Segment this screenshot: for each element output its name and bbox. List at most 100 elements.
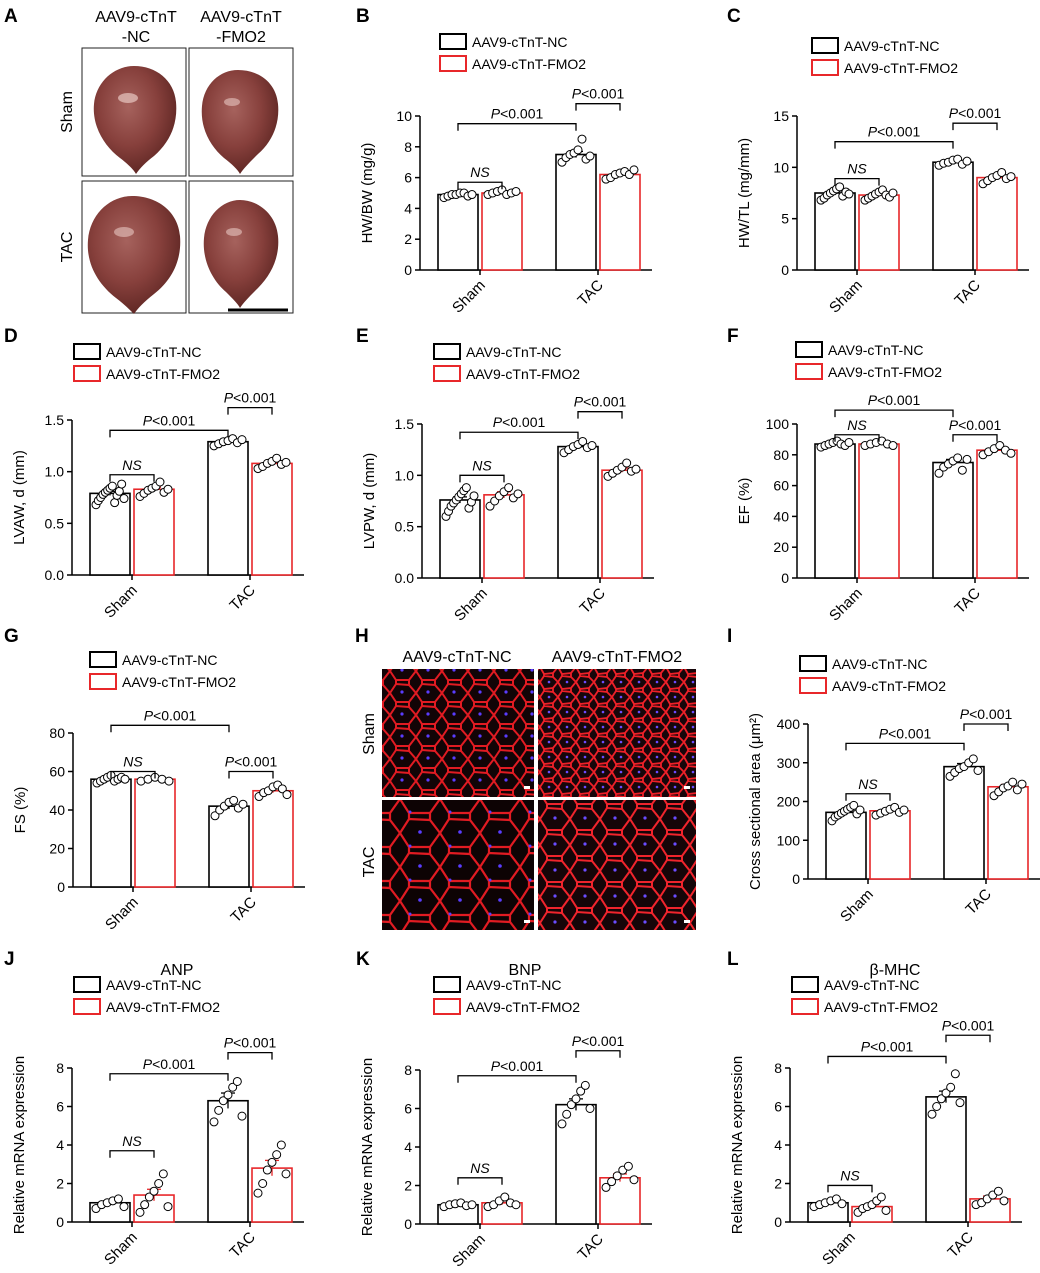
- bar-nc-tac: [207, 440, 249, 576]
- panel-a-col1-header: AAV9-cTnT: [95, 9, 177, 26]
- wga-image-nc-tac: [382, 800, 534, 930]
- significance-label: NS: [470, 164, 490, 180]
- y-tick-label: 0: [774, 1214, 782, 1230]
- data-point: [218, 1096, 228, 1106]
- p-value: <0.001: [877, 392, 920, 408]
- data-point: [612, 1171, 622, 1181]
- p-value: <0.001: [152, 412, 195, 428]
- data-point: [238, 799, 248, 809]
- legend-swatch-nc: [795, 341, 823, 358]
- data-point: [135, 1207, 145, 1217]
- data-point: [557, 1119, 567, 1129]
- data-point: [144, 1192, 154, 1202]
- chart-title: ANP: [161, 962, 194, 979]
- significance-label: P<0.001: [224, 390, 277, 406]
- data-point: [154, 1179, 164, 1188]
- data-point: [973, 766, 983, 775]
- data-point: [601, 1182, 611, 1192]
- legend-swatch-fmo2: [73, 365, 101, 382]
- legend-label-fmo2: AAV9-cTnT-FMO2: [824, 999, 938, 1015]
- y-axis-label: Relative mRNA expression: [729, 1056, 746, 1234]
- legend-swatch-nc: [439, 33, 467, 50]
- data-point: [844, 189, 854, 199]
- significance-bracket: [575, 1050, 621, 1058]
- y-tick-label: 1.0: [45, 464, 65, 480]
- heart-fmo2-sham-shine: [224, 98, 240, 106]
- significance-label: NS: [847, 161, 867, 177]
- panel-letter-g: G: [4, 626, 19, 647]
- data-point: [276, 1140, 286, 1150]
- data-point: [140, 1200, 150, 1210]
- panel-letter-b: B: [356, 6, 370, 27]
- bar-nc-sham: [437, 193, 479, 271]
- y-tick-label: 0.0: [45, 567, 65, 583]
- data-point: [562, 1109, 572, 1119]
- bar-nc-sham: [825, 811, 867, 880]
- data-point: [571, 1094, 581, 1104]
- data-point: [155, 477, 165, 487]
- legend-swatch-fmo2: [433, 365, 461, 382]
- significance-label: P<0.001: [572, 86, 625, 102]
- significance-bracket: [459, 474, 505, 483]
- y-axis-label: FS (%): [12, 787, 29, 834]
- data-point: [120, 774, 130, 784]
- chart-hw-bw: B AAV9-cTnT-NC AAV9-cTnT-FMO2 0 2 4 6 8 10 HW/BW…: [356, 6, 652, 317]
- p-value: <0.001: [877, 124, 920, 140]
- data-point: [927, 1109, 937, 1119]
- data-point: [953, 453, 963, 463]
- significance-label: P<0.001: [143, 1056, 196, 1072]
- data-point: [580, 1080, 590, 1090]
- legend-label-nc: AAV9-cTnT-NC: [844, 38, 939, 54]
- data-point: [214, 1105, 224, 1115]
- data-point: [513, 489, 523, 499]
- data-point: [228, 1082, 238, 1092]
- y-tick-label: 1.5: [395, 416, 415, 432]
- data-point: [962, 454, 972, 464]
- y-tick-label: 6: [404, 170, 412, 186]
- legend-label-nc: AAV9-cTnT-NC: [106, 344, 201, 360]
- bar-fmo2-sham: [134, 778, 176, 888]
- significance-bracket: [227, 1051, 273, 1060]
- significance-label: P<0.001: [949, 105, 1002, 121]
- heart-nc-sham: [93, 66, 177, 174]
- significance-label: NS: [847, 417, 867, 433]
- legend-swatch-nc: [433, 343, 461, 360]
- data-point: [232, 1076, 242, 1086]
- bar-fmo2-sham: [133, 488, 175, 576]
- legend-label-fmo2: AAV9-cTnT-FMO2: [832, 678, 946, 694]
- y-tick-label: 0: [404, 1216, 412, 1232]
- data-point: [932, 1102, 942, 1111]
- significance-bracket: [457, 181, 503, 190]
- data-point: [267, 1157, 277, 1167]
- bar-fmo2-tac: [599, 173, 641, 271]
- significance-bracket: [827, 1055, 947, 1064]
- data-point: [585, 1104, 595, 1113]
- heart-fmo2-tac: [203, 200, 279, 308]
- significance-label: P<0.001: [491, 1058, 544, 1074]
- significance-label: P<0.001: [144, 707, 197, 723]
- y-tick-label: 6: [404, 1101, 412, 1117]
- y-tick-label: 15: [773, 108, 789, 124]
- data-point: [210, 811, 220, 821]
- y-tick-label: 1.0: [395, 467, 415, 483]
- significance-bracket: [228, 770, 274, 779]
- y-tick-label: 40: [49, 802, 65, 818]
- significance-bracket: [109, 429, 229, 438]
- panel-letter-l: L: [727, 949, 739, 970]
- data-point: [607, 1177, 617, 1187]
- panel-letter-c: C: [727, 6, 741, 27]
- data-point: [844, 437, 854, 447]
- y-tick-label: 400: [777, 716, 801, 732]
- y-tick-label: 8: [404, 139, 412, 155]
- data-point: [888, 441, 898, 451]
- data-point: [1006, 172, 1016, 182]
- y-tick-label: 20: [773, 539, 789, 555]
- legend-swatch-fmo2: [799, 677, 827, 694]
- significance-bracket: [457, 123, 577, 131]
- p-symbol: P: [868, 124, 878, 140]
- y-tick-label: 2: [56, 1176, 64, 1192]
- p-value: <0.001: [233, 1035, 276, 1051]
